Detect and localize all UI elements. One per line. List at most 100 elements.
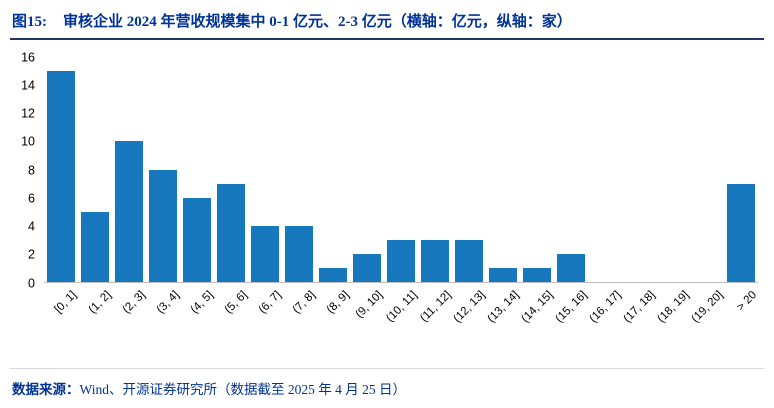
footer-divider [10,368,764,369]
bar-15 [522,267,552,282]
x-tick: (3, 4] [146,283,182,359]
x-tick: (4, 5] [180,283,216,359]
bar-slot [656,57,690,282]
bar-10 [352,253,382,282]
x-tick-label: (11, 12] [418,289,454,325]
figure-title: 图15: 审核企业 2024 年营收规模集中 0-1 亿元、2-3 亿元（横轴：亿… [10,6,764,38]
bar-slot [452,57,486,282]
bar-7 [250,225,280,282]
figure-number: 图15: [12,14,47,30]
bar-slot [690,57,724,282]
y-tick-label: 16 [21,49,35,64]
plot-column: [0, 1] (1, 2] (2, 3] (3, 4] (4, 5] (5, 6] (6, … [44,57,760,368]
x-tick: (19, 20] [689,283,726,359]
y-tick-label: 10 [21,134,35,149]
x-tick-label: (8, 9] [324,289,352,317]
x-tick: [0, 1] [44,283,80,359]
x-tick: > 20 [724,283,760,359]
bar-6 [216,183,246,282]
x-tick: (17, 18] [621,283,658,359]
bar-slot [44,57,78,282]
x-tick-label: (1, 2] [86,289,114,317]
x-tick-label: [0, 1] [52,289,80,316]
bar-11 [386,239,416,282]
figure-title-text: 审核企业 2024 年营收规模集中 0-1 亿元、2-3 亿元（横轴：亿元，纵轴… [63,14,572,30]
bar-21 [726,183,756,282]
x-tick-label: (4, 5] [188,289,216,317]
x-tick-label: (2, 3] [120,289,148,317]
y-tick-label: 0 [28,275,35,290]
x-tick: (16, 17] [587,283,623,359]
x-tick-label: (6, 7] [256,289,284,317]
x-tick-label: > 20 [734,289,760,314]
bar-9 [318,267,348,282]
bar-slot [112,57,146,282]
bar-16 [556,253,586,282]
y-axis: 0 2 4 6 8 10 12 14 16 [12,51,44,289]
bar-slot [486,57,520,282]
x-tick-label: (3, 4] [154,289,182,317]
bar-13 [454,239,484,282]
x-tick: (10, 11] [384,283,420,359]
x-tick: (12, 13] [451,283,488,359]
x-tick-label: (19, 20] [689,289,726,326]
bar-4 [148,169,178,282]
x-tick: (6, 7] [248,283,284,359]
bar-slot [520,57,554,282]
bar-slot [554,57,588,282]
x-tick: (9, 10] [350,283,386,359]
x-axis-labels: [0, 1] (1, 2] (2, 3] (3, 4] (4, 5] (5, 6] (6, … [44,283,760,359]
bar-slot [78,57,112,282]
bar-slot [146,57,180,282]
bar-slot [724,57,758,282]
bar-slot [282,57,316,282]
bar-1 [46,71,76,282]
x-tick: (13, 14] [485,283,522,359]
x-tick-label: (15, 16] [553,289,590,326]
x-tick-label: (9, 10] [353,289,386,321]
x-tick-label: (18, 19] [655,289,692,326]
x-tick: (8, 9] [316,283,352,359]
bar-slot [180,57,214,282]
y-tick-label: 8 [28,162,35,177]
title-divider [10,38,764,40]
source-text: Wind、开源证券研究所（数据截至 2025 年 4 月 25 日） [79,382,406,397]
bar-slot [384,57,418,282]
y-tick-label: 6 [28,191,35,205]
x-tick-label: (14, 15] [519,289,556,326]
x-tick: (11, 12] [418,283,454,359]
bar-slot [418,57,452,282]
x-tick-label: (5, 6] [222,289,250,317]
bar-slot [350,57,384,282]
data-source: 数据来源：Wind、开源证券研究所（数据截至 2025 年 4 月 25 日） [10,369,764,408]
y-tick-label: 12 [21,106,35,121]
x-tick-label: (17, 18] [621,289,658,326]
x-tick: (14, 15] [519,283,556,359]
bar-12 [420,239,450,282]
y-tick-label: 2 [28,247,35,262]
bar-slot [316,57,350,282]
bar-slot [214,57,248,282]
bar-slot [248,57,282,282]
bar-slot [622,57,656,282]
x-tick: (5, 6] [214,283,250,359]
x-tick: (1, 2] [78,283,114,359]
x-tick-label: (7, 8] [290,289,318,317]
x-tick: (15, 16] [553,283,590,359]
bar-8 [284,225,314,282]
x-tick: (2, 3] [112,283,148,359]
bar-5 [182,197,212,282]
source-label: 数据来源： [12,382,80,397]
bar-slot [588,57,622,282]
bar-3 [114,141,144,282]
x-tick-label: (12, 13] [451,289,488,326]
x-tick: (18, 19] [655,283,692,359]
plot-area [44,57,758,283]
bar-2 [80,211,110,282]
x-tick: (7, 8] [282,283,318,359]
bar-14 [488,267,518,282]
x-tick-label: (13, 14] [485,289,522,326]
x-tick-label: (10, 11] [384,289,420,325]
bar-chart: 0 2 4 6 8 10 12 14 16 [0, 1] (1, 2] (2, 3] (3, 4] (4… [10,40,764,368]
